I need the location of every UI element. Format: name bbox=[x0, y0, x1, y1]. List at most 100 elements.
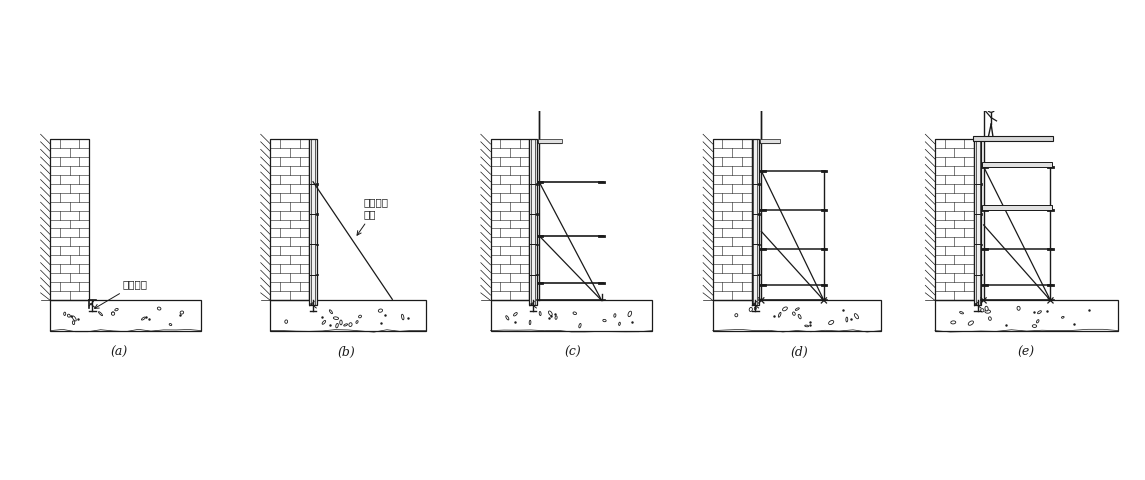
Bar bbox=[529, 139, 537, 305]
Bar bbox=[935, 139, 974, 300]
Bar bbox=[980, 213, 982, 215]
Ellipse shape bbox=[142, 317, 145, 320]
Bar bbox=[536, 183, 538, 185]
Ellipse shape bbox=[1033, 324, 1036, 327]
Ellipse shape bbox=[805, 325, 808, 327]
Bar bbox=[50, 300, 202, 331]
Ellipse shape bbox=[358, 315, 362, 318]
Bar bbox=[270, 139, 309, 300]
Ellipse shape bbox=[64, 312, 65, 315]
Ellipse shape bbox=[735, 313, 737, 317]
Ellipse shape bbox=[111, 312, 114, 314]
Ellipse shape bbox=[333, 317, 339, 320]
Bar bbox=[270, 300, 426, 331]
Ellipse shape bbox=[627, 311, 632, 317]
Ellipse shape bbox=[335, 324, 338, 328]
Ellipse shape bbox=[755, 307, 757, 310]
Bar bbox=[490, 300, 653, 331]
Ellipse shape bbox=[111, 312, 114, 315]
Bar bbox=[270, 139, 309, 300]
Ellipse shape bbox=[602, 319, 606, 322]
Ellipse shape bbox=[555, 316, 558, 319]
Bar bbox=[758, 183, 760, 185]
Ellipse shape bbox=[614, 314, 616, 317]
Ellipse shape bbox=[180, 311, 183, 314]
Bar bbox=[531, 139, 535, 305]
Ellipse shape bbox=[378, 309, 382, 312]
Bar bbox=[316, 243, 317, 245]
Bar bbox=[538, 139, 562, 143]
Ellipse shape bbox=[829, 321, 834, 324]
Bar bbox=[758, 243, 760, 245]
Text: (d): (d) bbox=[790, 346, 808, 359]
Ellipse shape bbox=[1017, 306, 1020, 310]
Bar bbox=[311, 139, 315, 305]
Bar bbox=[712, 139, 751, 300]
Ellipse shape bbox=[72, 316, 77, 321]
Bar bbox=[316, 183, 317, 185]
Ellipse shape bbox=[985, 310, 990, 313]
Bar bbox=[536, 274, 538, 276]
Ellipse shape bbox=[1037, 311, 1041, 314]
Text: 现场临时
支撑: 现场临时 支撑 bbox=[357, 197, 388, 235]
Ellipse shape bbox=[344, 324, 348, 326]
Bar bbox=[50, 139, 89, 300]
Ellipse shape bbox=[969, 321, 973, 325]
Ellipse shape bbox=[330, 310, 332, 313]
Ellipse shape bbox=[749, 308, 752, 312]
Bar bbox=[980, 274, 982, 276]
Ellipse shape bbox=[854, 313, 859, 319]
Ellipse shape bbox=[792, 312, 796, 315]
Ellipse shape bbox=[950, 321, 956, 324]
Text: 地脚螺栓: 地脚螺栓 bbox=[95, 279, 148, 308]
Ellipse shape bbox=[846, 317, 847, 322]
Bar bbox=[309, 139, 317, 305]
Bar bbox=[753, 139, 758, 305]
Ellipse shape bbox=[1036, 320, 1039, 323]
Text: (b): (b) bbox=[337, 346, 355, 359]
Bar bbox=[760, 139, 780, 143]
Text: (c): (c) bbox=[564, 346, 581, 359]
Ellipse shape bbox=[513, 312, 518, 316]
Ellipse shape bbox=[72, 321, 74, 324]
Ellipse shape bbox=[988, 317, 992, 320]
Bar bbox=[316, 274, 317, 276]
Ellipse shape bbox=[572, 312, 576, 314]
Circle shape bbox=[987, 105, 995, 112]
Bar bbox=[712, 300, 882, 331]
Bar bbox=[490, 139, 529, 300]
Ellipse shape bbox=[798, 314, 802, 319]
Bar bbox=[536, 243, 538, 245]
Bar bbox=[980, 243, 982, 245]
Bar bbox=[976, 139, 980, 305]
Bar bbox=[974, 139, 981, 305]
Bar bbox=[980, 183, 982, 185]
Ellipse shape bbox=[349, 323, 352, 326]
Ellipse shape bbox=[579, 324, 582, 328]
Ellipse shape bbox=[157, 307, 161, 310]
Bar bbox=[758, 213, 760, 215]
Ellipse shape bbox=[548, 311, 552, 315]
Bar bbox=[935, 300, 1119, 331]
Bar bbox=[751, 139, 759, 305]
Ellipse shape bbox=[1061, 316, 1064, 318]
Ellipse shape bbox=[529, 320, 531, 324]
Ellipse shape bbox=[68, 314, 70, 317]
Bar bbox=[982, 205, 1051, 210]
Text: (e): (e) bbox=[1017, 346, 1034, 359]
Ellipse shape bbox=[114, 309, 118, 311]
Bar bbox=[758, 274, 760, 276]
Bar bbox=[316, 213, 317, 215]
Ellipse shape bbox=[322, 321, 325, 324]
Ellipse shape bbox=[539, 312, 542, 315]
Ellipse shape bbox=[506, 316, 508, 320]
Ellipse shape bbox=[618, 322, 621, 325]
Ellipse shape bbox=[98, 312, 103, 316]
Text: (a): (a) bbox=[111, 346, 128, 359]
Ellipse shape bbox=[980, 309, 984, 312]
Ellipse shape bbox=[782, 307, 788, 311]
Bar bbox=[982, 162, 1051, 167]
Bar bbox=[490, 139, 529, 300]
Ellipse shape bbox=[169, 324, 172, 325]
Ellipse shape bbox=[985, 306, 988, 311]
